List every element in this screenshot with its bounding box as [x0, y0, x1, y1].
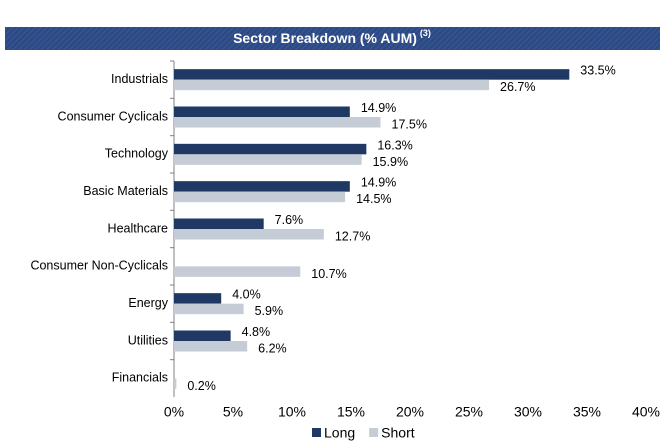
x-tick-label: 35% [573, 404, 601, 420]
x-tick-label: 20% [396, 404, 424, 420]
y-tick-label: Financials [112, 371, 168, 385]
chart-title: Sector Breakdown (% AUM) (3) [233, 28, 431, 45]
x-tick-label: 15% [337, 404, 365, 420]
bar [174, 218, 264, 229]
y-tick-label: Consumer Non-Cyclicals [30, 259, 168, 273]
bar [174, 79, 490, 91]
data-label: 12.7% [335, 230, 370, 244]
data-label: 15.9% [373, 155, 408, 169]
y-tick-label: Technology [105, 147, 169, 161]
x-tick-label: 40% [632, 404, 660, 420]
title-text: Sector Breakdown (% AUM) [233, 30, 417, 46]
data-label: 0.2% [187, 379, 216, 393]
bar [174, 303, 244, 315]
bar [174, 229, 324, 240]
data-label: 14.9% [361, 101, 396, 115]
bar [174, 69, 570, 80]
data-label: 17.5% [392, 118, 427, 132]
data-label: 6.2% [258, 342, 287, 356]
bar [174, 154, 362, 165]
bar [174, 266, 301, 277]
data-label: 14.9% [361, 176, 396, 190]
bar [174, 378, 177, 389]
title-note: (3) [420, 28, 431, 38]
bar [174, 143, 367, 155]
x-tick-label: 0% [164, 404, 184, 420]
data-label: 33.5% [580, 64, 615, 78]
bar [174, 330, 231, 341]
data-label: 14.5% [356, 192, 391, 206]
bar [174, 191, 346, 203]
data-label: 16.3% [377, 138, 412, 152]
y-tick-label: Consumer Cyclicals [58, 109, 168, 123]
bar [174, 117, 381, 128]
data-label: 4.0% [232, 288, 261, 302]
y-tick-label: Utilities [128, 333, 168, 347]
x-tick-label: 30% [514, 404, 542, 420]
legend-label: Short [381, 425, 415, 441]
legend-label: Long [324, 425, 355, 441]
title-bar [5, 27, 660, 50]
bar [174, 181, 350, 192]
y-tick-label: Energy [128, 296, 168, 310]
x-tick-label: 5% [223, 404, 243, 420]
x-tick-label: 25% [455, 404, 483, 420]
bar [174, 293, 222, 304]
legend-swatch [369, 428, 379, 437]
y-tick-label: Industrials [111, 72, 168, 86]
data-label: 4.8% [242, 325, 271, 339]
x-tick-label: 10% [278, 404, 306, 420]
data-label: 10.7% [311, 267, 346, 281]
data-label: 7.6% [275, 213, 304, 227]
data-label: 5.9% [255, 304, 284, 318]
data-label: 26.7% [500, 80, 535, 94]
y-tick-label: Basic Materials [83, 184, 168, 198]
bar [174, 341, 248, 352]
y-tick-label: Healthcare [108, 221, 168, 235]
bar [174, 106, 350, 117]
legend-swatch [312, 428, 321, 437]
